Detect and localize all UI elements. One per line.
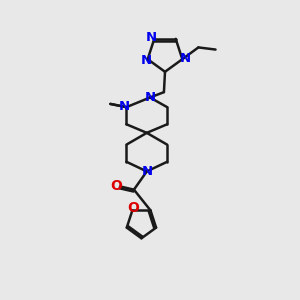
Text: O: O — [127, 201, 139, 215]
Text: N: N — [141, 54, 152, 67]
Text: N: N — [180, 52, 191, 64]
Text: O: O — [110, 179, 122, 193]
Text: N: N — [145, 91, 156, 103]
Text: N: N — [142, 165, 153, 178]
Text: N: N — [118, 100, 129, 113]
Text: N: N — [146, 31, 157, 44]
